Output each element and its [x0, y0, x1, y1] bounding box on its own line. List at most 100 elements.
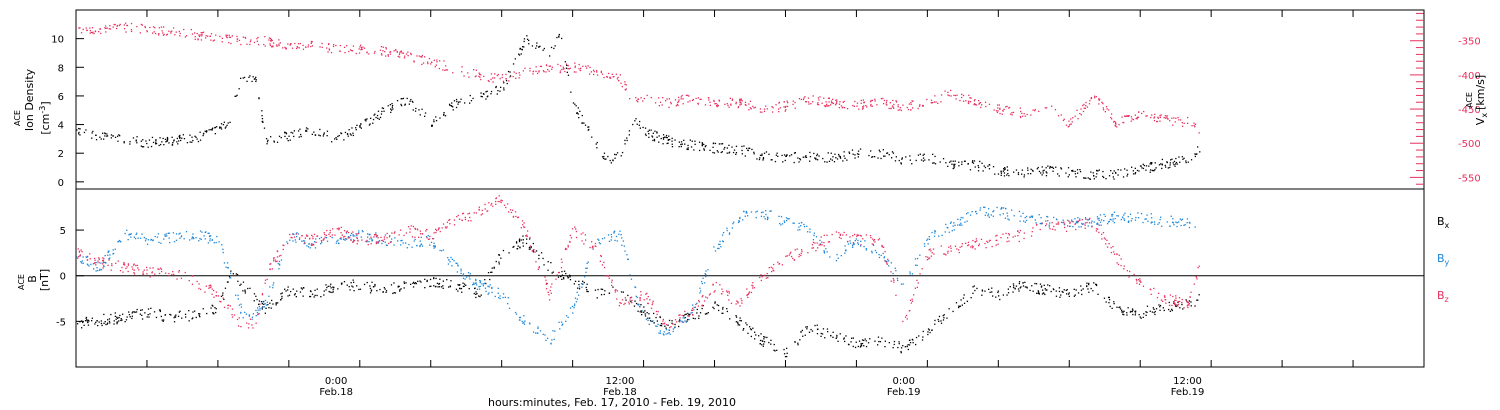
data-point-top-0	[294, 42, 296, 45]
data-point-bottom-2	[380, 236, 382, 238]
data-point-top-1	[744, 155, 746, 157]
data-point-bottom-0	[159, 309, 161, 311]
data-point-top-0	[934, 95, 936, 97]
data-point-bottom-1	[1029, 216, 1031, 218]
data-point-bottom-0	[403, 282, 406, 284]
data-point-top-0	[841, 107, 843, 109]
data-point-bottom-2	[956, 248, 958, 250]
data-point-bottom-0	[698, 317, 700, 319]
data-point-top-0	[763, 110, 766, 112]
data-point-top-1	[1079, 169, 1081, 171]
data-point-top-0	[1105, 106, 1108, 108]
data-point-bottom-1	[136, 232, 138, 234]
data-point-bottom-1	[1019, 220, 1021, 222]
data-point-top-1	[626, 139, 628, 142]
data-point-top-0	[970, 97, 972, 99]
data-point-bottom-2	[1175, 295, 1177, 297]
data-point-bottom-1	[637, 304, 639, 306]
data-point-bottom-0	[1158, 304, 1160, 306]
data-point-top-0	[589, 66, 591, 69]
data-point-bottom-0	[328, 290, 330, 293]
data-point-top-1	[900, 162, 902, 164]
data-point-bottom-0	[816, 324, 818, 326]
data-point-bottom-2	[564, 248, 567, 251]
data-point-top-1	[671, 143, 673, 145]
data-point-top-1	[987, 165, 989, 167]
data-point-top-0	[349, 49, 352, 51]
data-point-top-0	[1054, 109, 1057, 111]
data-point-bottom-0	[313, 296, 315, 298]
top-right-ylabel-text: Vx[km/s]	[1474, 75, 1489, 125]
data-point-bottom-1	[112, 249, 114, 251]
data-point-top-1	[266, 143, 268, 145]
data-point-bottom-1	[1072, 225, 1074, 228]
data-point-bottom-1	[623, 245, 625, 247]
data-point-top-0	[596, 70, 598, 72]
data-point-top-0	[263, 43, 265, 46]
data-point-top-1	[235, 95, 237, 97]
data-point-top-1	[854, 157, 856, 159]
data-point-bottom-1	[400, 244, 402, 246]
data-point-bottom-1	[823, 252, 826, 254]
data-point-bottom-1	[255, 315, 257, 317]
data-point-bottom-1	[371, 239, 374, 241]
data-point-top-1	[652, 132, 654, 134]
data-point-top-1	[460, 98, 462, 100]
data-point-bottom-0	[323, 294, 325, 296]
data-point-bottom-2	[800, 252, 802, 255]
data-point-bottom-2	[1113, 253, 1116, 255]
data-point-bottom-1	[143, 236, 145, 239]
data-point-top-0	[538, 70, 540, 72]
data-point-bottom-2	[432, 238, 434, 240]
data-point-bottom-0	[141, 318, 144, 320]
data-point-bottom-2	[760, 279, 762, 282]
data-point-bottom-2	[872, 238, 874, 240]
data-point-bottom-2	[646, 298, 648, 300]
data-point-top-0	[1182, 125, 1184, 127]
data-point-top-1	[1041, 166, 1043, 168]
data-point-top-0	[207, 35, 209, 37]
data-point-bottom-1	[950, 221, 952, 223]
data-point-bottom-2	[117, 260, 119, 262]
data-point-bottom-1	[933, 235, 936, 237]
data-point-bottom-2	[209, 284, 211, 286]
data-point-bottom-2	[1036, 223, 1038, 226]
data-point-bottom-0	[498, 261, 500, 263]
data-point-bottom-2	[1110, 251, 1113, 254]
data-point-bottom-2	[1076, 220, 1079, 222]
data-point-top-0	[826, 103, 828, 105]
data-point-bottom-2	[104, 261, 106, 264]
data-point-top-1	[173, 139, 175, 141]
data-point-bottom-1	[484, 282, 486, 284]
data-point-bottom-0	[643, 311, 645, 313]
data-point-bottom-1	[225, 266, 227, 268]
data-point-top-0	[1115, 122, 1117, 124]
bottom-left-tick-label: -5	[56, 317, 66, 328]
data-point-top-1	[1132, 170, 1134, 172]
data-point-bottom-1	[180, 236, 183, 238]
data-point-bottom-2	[781, 264, 783, 266]
bottom-ylabel-prefix-group: ACE	[17, 274, 26, 290]
data-point-top-1	[870, 150, 872, 152]
data-point-top-0	[278, 44, 280, 47]
data-point-bottom-1	[104, 255, 106, 257]
data-point-bottom-1	[1001, 207, 1003, 210]
data-point-top-1	[775, 154, 777, 156]
data-point-bottom-2	[520, 227, 522, 229]
data-point-top-0	[380, 46, 383, 48]
data-point-bottom-0	[566, 275, 569, 277]
data-point-bottom-2	[583, 243, 585, 245]
data-point-top-0	[637, 101, 639, 103]
data-point-top-1	[1049, 167, 1051, 169]
data-point-top-0	[1080, 108, 1082, 110]
data-point-top-0	[123, 24, 125, 26]
data-point-bottom-2	[551, 283, 553, 285]
data-point-bottom-0	[981, 294, 983, 296]
data-point-top-1	[323, 133, 325, 135]
data-point-bottom-2	[161, 270, 163, 273]
data-point-top-1	[161, 141, 163, 143]
data-point-bottom-1	[957, 224, 959, 226]
data-point-top-0	[113, 23, 115, 26]
data-point-top-1	[284, 132, 286, 134]
data-point-bottom-2	[930, 250, 932, 252]
